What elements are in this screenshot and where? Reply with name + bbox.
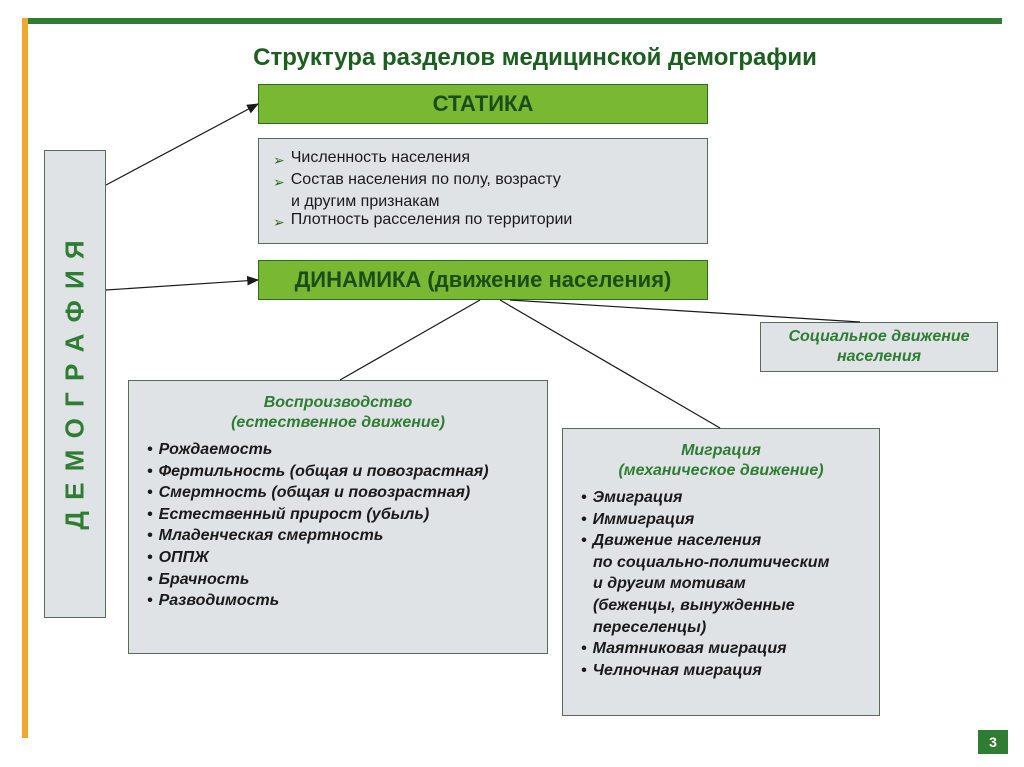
- list-item: • Брачность: [147, 569, 537, 591]
- list-item-text: Иммиграция: [593, 509, 695, 531]
- bullet-dot-icon: •: [147, 569, 153, 591]
- list-item-text: Челночная миграция: [593, 660, 762, 682]
- bullet-dot-icon: •: [581, 487, 587, 509]
- bullet-dot-icon: •: [581, 638, 587, 660]
- list-item-text: Эмиграция: [593, 487, 683, 509]
- bullet-dot-icon: •: [147, 439, 153, 461]
- statika-item: ➢ Состав населения по полу, возрасту: [273, 171, 693, 193]
- list-item: переселенцы): [581, 617, 869, 639]
- social-movement-box: Социальное движениенаселения: [760, 322, 998, 372]
- list-item: • Рождаемость: [147, 439, 537, 461]
- vertical-demography-label: Д Е М О Г Р А Ф И Я: [60, 238, 91, 529]
- bullet-dot-icon: •: [147, 547, 153, 569]
- list-item-text: Разводимость: [159, 590, 280, 612]
- statika-item-text: Численность населения: [291, 149, 470, 167]
- frame-left-bar: [22, 18, 28, 738]
- frame-top-bar: [22, 18, 1002, 24]
- migration-box: Миграция(механическое движение) • Эмиграци…: [562, 428, 880, 716]
- list-item-text: Брачность: [159, 569, 250, 591]
- bullet-arrow-icon: ➢: [273, 171, 285, 193]
- list-item: • Младенческая смертность: [147, 525, 537, 547]
- list-item-text: переселенцы): [593, 617, 706, 639]
- list-item-text: ОППЖ: [159, 547, 209, 569]
- page-number-badge: 3: [978, 730, 1008, 754]
- list-item-text: Фертильность (общая и повозрастная): [159, 461, 489, 483]
- bullet-dot-icon: •: [581, 509, 587, 531]
- vertical-demography-box: Д Е М О Г Р А Ф И Я: [44, 150, 106, 618]
- list-item-text: Рождаемость: [159, 439, 273, 461]
- list-item-text: по социально-политическим: [593, 552, 829, 574]
- list-item: • Челночная миграция: [581, 660, 869, 682]
- reproduction-title: Воспроизводство(естественное движение): [139, 393, 537, 433]
- migration-list: • Эмиграция • Иммиграция • Движение населения…: [573, 487, 869, 681]
- reproduction-list: • Рождаемость • Фертильность (общая и повоз…: [139, 439, 537, 612]
- list-item: • Маятниковая миграция: [581, 638, 869, 660]
- statika-item: и другим признакам: [273, 193, 693, 211]
- list-item: • Движение населения: [581, 530, 869, 552]
- list-item-text: Естественный прирост (убыль): [159, 504, 430, 526]
- bullet-arrow-icon: ➢: [273, 211, 285, 233]
- bullet-dot-icon: •: [147, 504, 153, 526]
- dinamika-header: ДИНАМИКА (движение населения): [258, 260, 708, 300]
- statika-item-text: Состав населения по полу, возрасту: [291, 171, 561, 189]
- statika-header: СТАТИКА: [258, 84, 708, 124]
- migration-title: Миграция(механическое движение): [573, 441, 869, 481]
- statika-header-label: СТАТИКА: [433, 91, 534, 117]
- list-item-text: Младенческая смертность: [159, 525, 384, 547]
- list-item-text: (беженцы, вынужденные: [593, 595, 795, 617]
- bullet-dot-icon: •: [581, 660, 587, 682]
- list-item: • Эмиграция: [581, 487, 869, 509]
- bullet-dot-icon: •: [147, 590, 153, 612]
- list-item-text: Маятниковая миграция: [593, 638, 787, 660]
- statika-item: ➢ Численность населения: [273, 149, 693, 171]
- list-item-text: Смертность (общая и повозрастная): [159, 482, 471, 504]
- statika-item: ➢ Плотность расселения по территории: [273, 211, 693, 233]
- bullet-arrow-icon: ➢: [273, 149, 285, 171]
- statika-body: ➢ Численность населения ➢ Состав населения …: [258, 138, 708, 244]
- social-title-line: Социальное движение: [788, 327, 969, 347]
- bullet-dot-icon: •: [147, 525, 153, 547]
- list-item: по социально-политическим: [581, 552, 869, 574]
- statika-item-text: и другим признакам: [291, 193, 439, 211]
- bullet-dot-icon: •: [147, 461, 153, 483]
- list-item: • Смертность (общая и повозрастная): [147, 482, 537, 504]
- list-item-text: Движение населения: [593, 530, 762, 552]
- bullet-dot-icon: •: [581, 530, 587, 552]
- list-item: • ОППЖ: [147, 547, 537, 569]
- reproduction-box: Воспроизводство(естественное движение) • Р…: [128, 380, 548, 654]
- page-number-text: 3: [989, 734, 997, 750]
- list-item: • Разводимость: [147, 590, 537, 612]
- bullet-dot-icon: •: [147, 482, 153, 504]
- list-item: • Фертильность (общая и повозрастная): [147, 461, 537, 483]
- list-item-text: и другим мотивам: [593, 573, 746, 595]
- list-item: • Естественный прирост (убыль): [147, 504, 537, 526]
- statika-item-text: Плотность расселения по территории: [291, 211, 573, 229]
- dinamika-header-label: ДИНАМИКА (движение населения): [295, 267, 672, 293]
- list-item: • Иммиграция: [581, 509, 869, 531]
- page-title: Структура разделов медицинской демографи…: [150, 44, 920, 76]
- list-item: (беженцы, вынужденные: [581, 595, 869, 617]
- list-item: и другим мотивам: [581, 573, 869, 595]
- social-title-line: населения: [837, 347, 921, 367]
